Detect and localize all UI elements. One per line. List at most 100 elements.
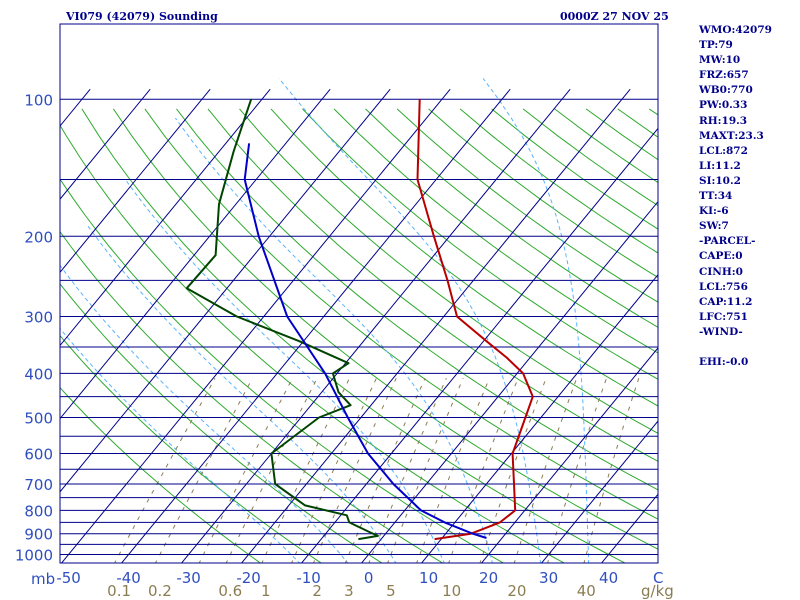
isotherm-line (60, 88, 451, 563)
moist-adiabat-line (278, 78, 542, 563)
mixing-ratio-tick-label: 10 (442, 582, 461, 600)
pressure-tick-label: 1000 (15, 547, 53, 565)
mixing-ratio-line (114, 377, 216, 563)
dry-adiabat-line (365, 108, 658, 328)
pressure-tick-label: 800 (24, 502, 53, 520)
dry-adiabat-line (60, 334, 323, 563)
isotherm-line (60, 88, 151, 200)
stability-indices-list: WMO:42079 TP:79 MW:10 FRZ:657 WB0:770 PW:0.33… (699, 23, 772, 370)
dry-adiabat-line (144, 108, 658, 520)
dry-adiabat-line (60, 283, 383, 563)
temperature-unit-label: C (653, 569, 663, 587)
mixing-ratio-tick-label: 2 (312, 582, 322, 600)
index-item: FRZ:657 (699, 69, 749, 82)
mixing-ratio-line (312, 377, 397, 563)
dry-adiabat-line (270, 108, 658, 407)
temperature-tick-label: -40 (116, 569, 141, 587)
isotherm-line (180, 88, 571, 563)
isotherm-line (60, 88, 271, 347)
dry-adiabats (60, 108, 658, 563)
mixing-ratio-line (448, 378, 519, 563)
sounding-traces (185, 98, 534, 541)
index-item: -PARCEL- (699, 235, 756, 248)
temperature-tick-label: -50 (56, 569, 81, 587)
sounding-datetime: 0000Z 27 NOV 25 (560, 10, 669, 23)
temperature-tick-label: -30 (176, 569, 201, 587)
index-item: EHI:-0.0 (699, 356, 749, 369)
mixing-ratio-line (225, 377, 318, 563)
plot-frame (59, 23, 659, 564)
dry-adiabat-line (239, 108, 658, 434)
index-item: TP:79 (699, 39, 733, 52)
pressure-tick-label: 900 (24, 526, 53, 544)
index-item: LFC:751 (699, 310, 748, 323)
isotherm-line (60, 88, 391, 493)
isotherm-line (420, 273, 658, 563)
index-item: SW:7 (699, 220, 729, 233)
dry-adiabat-line (396, 108, 658, 303)
moist-adiabat-line (482, 78, 590, 563)
mixing-ratio-line (513, 378, 578, 563)
isobars (60, 98, 658, 555)
index-item (699, 340, 772, 355)
isotherm-line (60, 88, 211, 274)
isotherm-line (240, 88, 631, 563)
pressure-tick-label: 700 (24, 476, 53, 494)
index-item: CAPE:0 (699, 250, 743, 263)
mixing-ratio-line (344, 377, 426, 563)
dry-adiabat-line (302, 108, 658, 380)
index-item: TT:34 (699, 190, 733, 203)
pressure-tick-label: 500 (24, 410, 53, 428)
isotherm-line (300, 127, 658, 563)
index-item: SI:10.2 (699, 174, 741, 187)
index-item: WB0:770 (699, 84, 753, 97)
index-item: WMO:42079 (699, 24, 772, 36)
mixing-ratio-lines (114, 377, 640, 563)
parcel-trace (243, 143, 487, 539)
index-item: LCL:756 (699, 280, 748, 293)
moist-adiabat-line (60, 264, 349, 563)
index-item: LCL:872 (699, 144, 748, 157)
mixing-ratio-line (291, 377, 377, 563)
index-item: MW:10 (699, 54, 741, 67)
mixing-ratio-tick-label: 0.2 (148, 582, 172, 600)
mixing-ratio-tick-label: 0.6 (218, 582, 242, 600)
mixing-ratio-unit-label: g/kg (641, 582, 674, 600)
temperature-tick-label: 0 (364, 569, 374, 587)
dry-adiabat-line (112, 108, 658, 550)
mixing-ratio-line (583, 378, 640, 563)
pressure-tick-label: 200 (24, 228, 53, 246)
pressure-tick-labels: 100 200 300 400 500 600 700 800 900 1000 (15, 91, 53, 564)
dry-adiabat-line (207, 108, 658, 462)
pressure-unit-label: mb (31, 570, 55, 588)
mixing-ratio-line (387, 378, 464, 563)
temperature-tick-label: -10 (296, 569, 321, 587)
mixing-ratio-tick-label: 0.1 (107, 582, 131, 600)
moist-adiabat-line (124, 179, 445, 563)
index-item: KI:-6 (699, 205, 729, 218)
mixing-ratio-tick-labels: 0.1 0.2 0.6 1 2 3 5 10 20 40 (107, 582, 596, 600)
dry-adiabat-line (60, 386, 262, 563)
temperature-tick-label: 30 (539, 569, 558, 587)
index-item: MAXT:23.3 (699, 129, 764, 142)
mixing-ratio-tick-label: 3 (344, 582, 354, 600)
mixing-ratio-tick-label: 40 (577, 582, 596, 600)
index-item: -WIND- (699, 325, 743, 338)
temperature-trace (416, 99, 534, 541)
isotherm-line (120, 88, 511, 563)
index-item: CAP:11.2 (699, 295, 753, 308)
mixing-ratio-line (198, 377, 293, 563)
mixing-ratio-line (368, 378, 447, 563)
index-item: LI:11.2 (699, 159, 741, 172)
index-item: CINH:0 (699, 265, 743, 278)
isotherm-line (480, 347, 658, 563)
mixing-ratio-tick-label: 1 (261, 582, 271, 600)
mixing-ratio-line (416, 378, 490, 563)
isotherms (60, 88, 658, 563)
pressure-tick-label: 400 (24, 365, 53, 383)
pressure-tick-label: 600 (24, 446, 53, 464)
temperature-tick-label: 10 (419, 569, 438, 587)
temperature-tick-label: -20 (236, 569, 261, 587)
mixing-ratio-tick-label: 5 (386, 582, 396, 600)
